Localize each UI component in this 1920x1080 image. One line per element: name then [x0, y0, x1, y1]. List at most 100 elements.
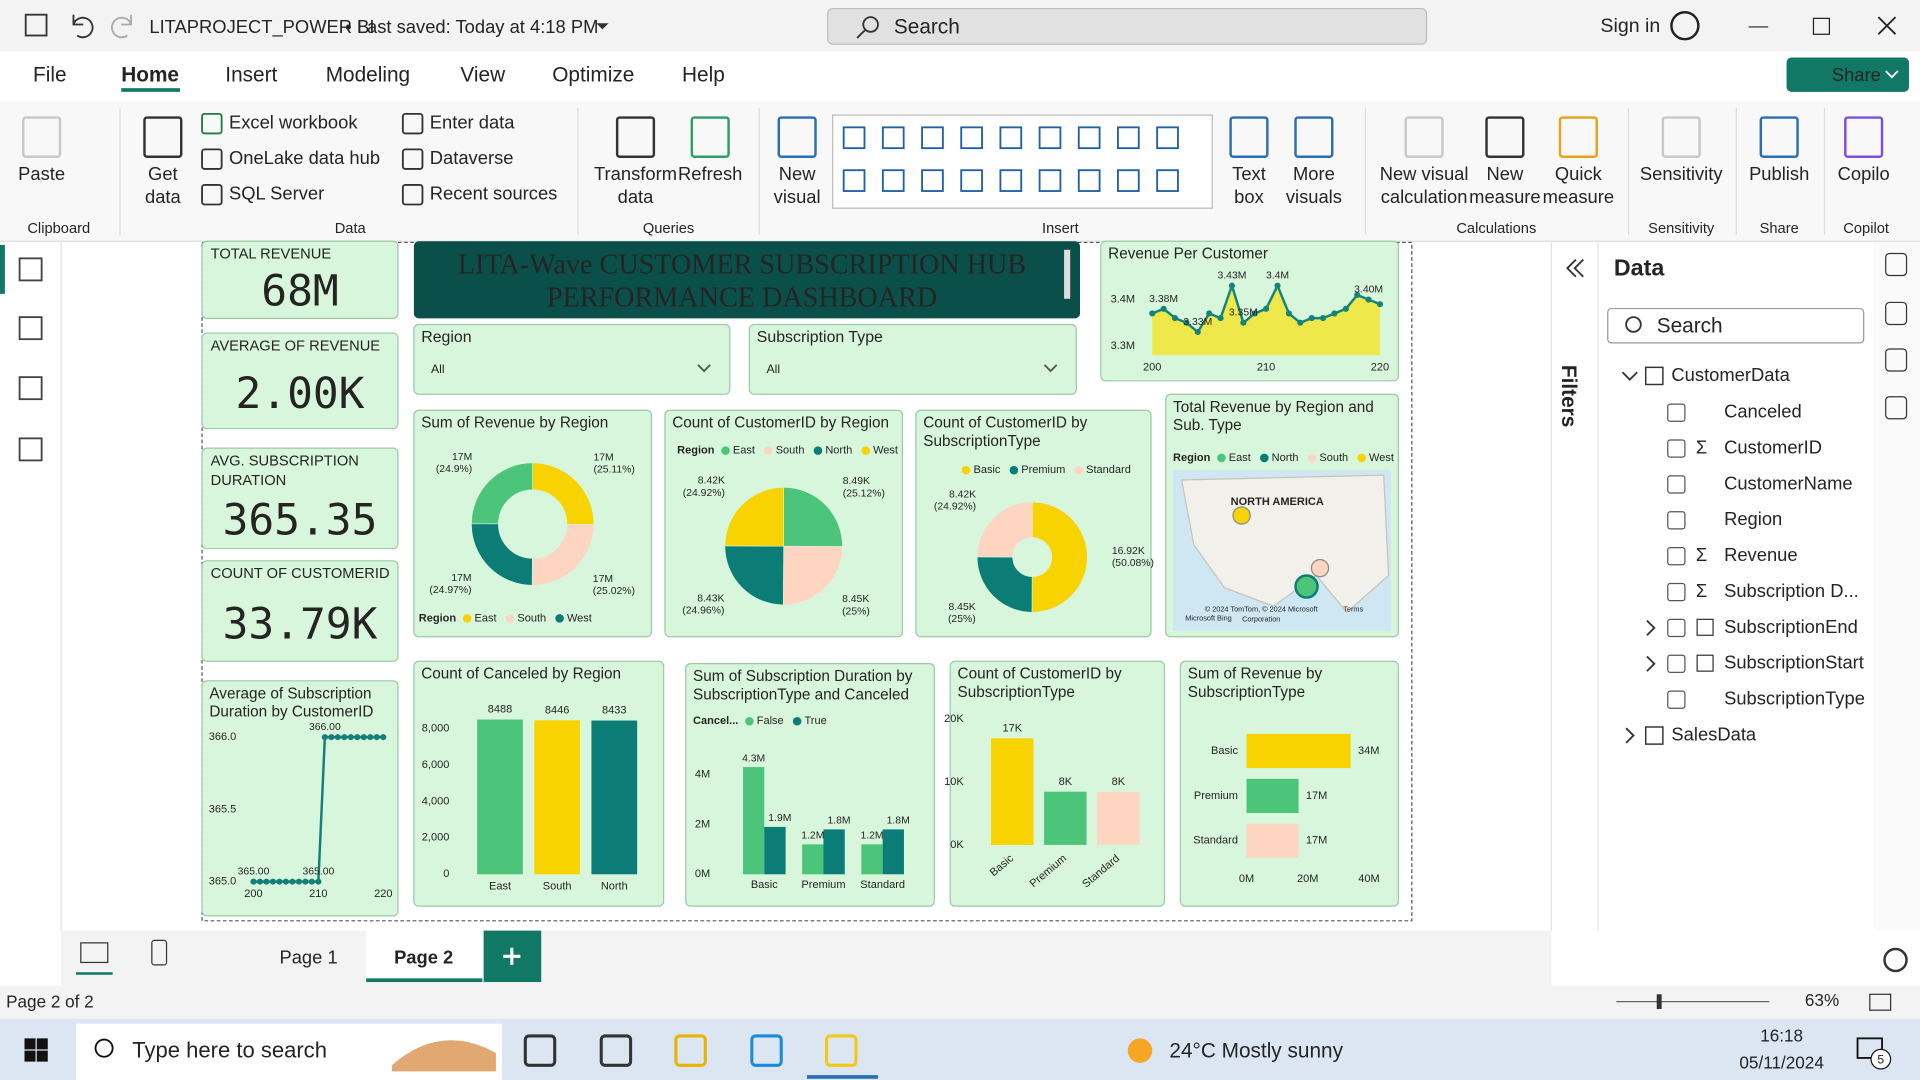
- slice[interactable]: [783, 487, 843, 547]
- gallery-visual[interactable]: [842, 169, 866, 192]
- bar[interactable]: [591, 720, 638, 875]
- field-name[interactable]: SubscriptionType: [1724, 688, 1865, 709]
- gallery-visual[interactable]: [1156, 126, 1179, 150]
- bar[interactable]: [991, 738, 1034, 845]
- ribbon-button-label[interactable]: Text: [1232, 163, 1266, 184]
- ribbon-button-label[interactable]: Quick: [1555, 163, 1603, 184]
- field-checkbox[interactable]: [1667, 582, 1686, 602]
- ribbon-button-label[interactable]: data: [145, 186, 182, 207]
- search-box[interactable]: [827, 7, 1428, 45]
- field-name[interactable]: Canceled: [1724, 400, 1802, 421]
- ribbon-small-button[interactable]: Dataverse: [430, 147, 514, 168]
- ribbon-button-label[interactable]: visual: [774, 186, 821, 207]
- field-checkbox[interactable]: [1667, 546, 1686, 566]
- zoom-thumb[interactable]: [1656, 994, 1662, 1009]
- bar[interactable]: [742, 767, 765, 875]
- share-button[interactable]: [1786, 57, 1909, 92]
- slice[interactable]: [1031, 501, 1088, 613]
- gallery-visual[interactable]: [842, 126, 866, 150]
- ribbon-small-button[interactable]: Enter data: [430, 112, 516, 133]
- field-checkbox[interactable]: [1667, 654, 1686, 673]
- field-name[interactable]: Region: [1724, 508, 1782, 529]
- fit-page[interactable]: [1869, 993, 1892, 1011]
- slice[interactable]: [724, 487, 784, 547]
- bar[interactable]: [477, 719, 523, 875]
- taskbar-search-text[interactable]: Type here to search: [132, 1038, 327, 1063]
- collapse-icon[interactable]: [1566, 258, 1584, 278]
- gallery-visual[interactable]: [960, 169, 983, 192]
- page-tab-active[interactable]: [366, 930, 483, 983]
- gallery-visual[interactable]: [881, 169, 905, 192]
- nav-icon[interactable]: [18, 437, 43, 462]
- zoom-level[interactable]: 63%: [1805, 990, 1839, 1010]
- gallery-visual[interactable]: [960, 126, 983, 150]
- legend-label[interactable]: Basic: [973, 464, 1000, 476]
- slice[interactable]: [471, 462, 533, 525]
- menu-tab[interactable]: Insert: [225, 63, 277, 86]
- filters-pane[interactable]: [1551, 242, 1598, 931]
- taskbar-app[interactable]: [750, 1034, 783, 1067]
- weather[interactable]: 24°C Mostly sunny: [1169, 1039, 1343, 1062]
- field-name[interactable]: CustomerName: [1724, 472, 1853, 493]
- gallery-visual[interactable]: [999, 169, 1023, 192]
- bar[interactable]: [534, 720, 580, 875]
- clock-time[interactable]: 16:18: [1760, 1026, 1803, 1046]
- legend-label[interactable]: East: [733, 445, 755, 457]
- gallery-visual[interactable]: [999, 126, 1023, 150]
- menu-tab[interactable]: Modeling: [326, 63, 410, 86]
- clock-date[interactable]: 05/11/2024: [1739, 1053, 1824, 1073]
- maximize[interactable]: [1812, 17, 1831, 35]
- ribbon-button-label[interactable]: Refresh: [678, 163, 742, 184]
- menu-tab[interactable]: File: [33, 63, 67, 86]
- ribbon-button-label[interactable]: New: [1487, 163, 1524, 184]
- gallery-visual[interactable]: [1117, 126, 1140, 150]
- field-name[interactable]: Revenue: [1724, 544, 1798, 565]
- share-label[interactable]: Share: [1832, 64, 1881, 85]
- ribbon-button-label[interactable]: Transform: [594, 163, 677, 184]
- nav-icon[interactable]: [18, 316, 43, 341]
- legend-label[interactable]: West: [1369, 452, 1394, 464]
- filters-label[interactable]: Filters: [1557, 365, 1580, 427]
- legend-label[interactable]: Standard: [1086, 464, 1131, 476]
- close[interactable]: [1877, 16, 1897, 35]
- expand-chevron[interactable]: [1625, 727, 1635, 744]
- slice[interactable]: [782, 545, 843, 606]
- data-search[interactable]: [1607, 307, 1865, 344]
- legend-label[interactable]: South: [517, 612, 546, 624]
- rail-icon[interactable]: [1885, 301, 1908, 326]
- notification-icon[interactable]: [1856, 1037, 1883, 1059]
- legend-label[interactable]: West: [567, 612, 592, 624]
- legend-label[interactable]: South: [776, 445, 805, 457]
- menu-tab[interactable]: Home: [121, 63, 179, 86]
- field-name[interactable]: SubscriptionEnd: [1724, 616, 1858, 637]
- field-name[interactable]: Subscription D...: [1724, 580, 1859, 601]
- gallery-visual[interactable]: [1038, 169, 1062, 192]
- save-icon[interactable]: [24, 13, 48, 37]
- field-checkbox[interactable]: [1667, 618, 1686, 638]
- taskbar-app[interactable]: [825, 1034, 858, 1067]
- legend-label[interactable]: East: [1229, 452, 1251, 464]
- data-search-placeholder[interactable]: Search: [1657, 314, 1723, 337]
- field-name[interactable]: SubscriptionStart: [1724, 652, 1864, 673]
- ribbon-small-button[interactable]: Recent sources: [430, 183, 558, 204]
- undo-icon[interactable]: [72, 14, 94, 39]
- ribbon-button-label[interactable]: Publish: [1749, 163, 1809, 184]
- rail-icon[interactable]: [1885, 252, 1908, 277]
- bar[interactable]: [1246, 733, 1351, 769]
- ribbon-button-label[interactable]: measure: [1469, 186, 1540, 207]
- legend-label[interactable]: North: [825, 445, 852, 457]
- legend-label[interactable]: Premium: [1021, 464, 1065, 476]
- ribbon-small-button[interactable]: SQL Server: [229, 183, 324, 204]
- bar[interactable]: [823, 829, 845, 875]
- legend-label[interactable]: False: [757, 715, 784, 727]
- ribbon-button-label[interactable]: measure: [1543, 186, 1614, 207]
- page-tab[interactable]: Page 1: [279, 947, 337, 968]
- gallery-visual[interactable]: [881, 126, 905, 150]
- slicer[interactable]: [748, 323, 1077, 395]
- ribbon-button-label[interactable]: More: [1293, 163, 1335, 184]
- menu-tab[interactable]: View: [460, 63, 506, 86]
- menu-tab[interactable]: Optimize: [552, 63, 634, 86]
- ribbon-button-label[interactable]: visuals: [1286, 186, 1342, 207]
- field-checkbox[interactable]: [1667, 403, 1686, 422]
- nav-icon[interactable]: [18, 376, 43, 401]
